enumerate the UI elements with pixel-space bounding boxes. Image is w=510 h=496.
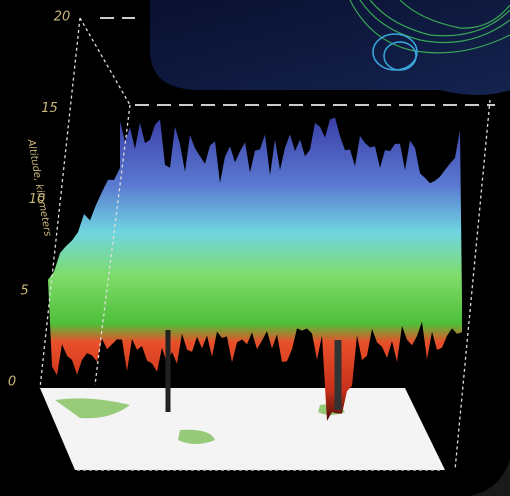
box-top [100, 17, 495, 106]
corner [470, 460, 510, 496]
loops [372, 33, 418, 71]
tick-label: 5 [20, 283, 28, 298]
map-floor [40, 388, 445, 470]
field-lines [349, 0, 510, 54]
backdrop-panel [150, 0, 510, 95]
tick-label: 0 [8, 375, 16, 390]
tick-label: 20 [54, 10, 71, 25]
altitude-axis: 0 5 10 15 20 [8, 10, 70, 390]
tick-label: 15 [41, 101, 58, 116]
box-edges [39, 17, 491, 471]
tick-label: 10 [29, 192, 46, 207]
altitude-surface [48, 117, 462, 421]
